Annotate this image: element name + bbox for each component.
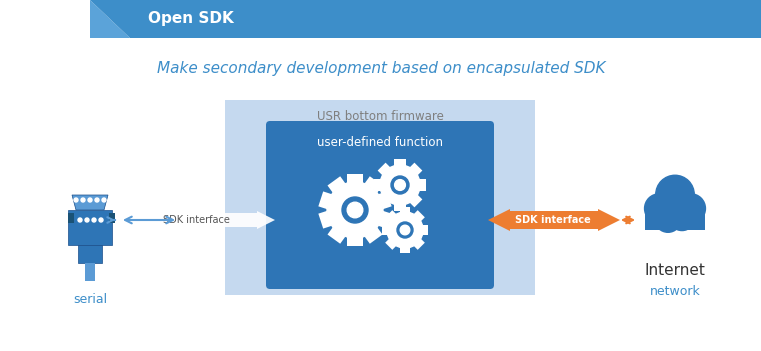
- FancyBboxPatch shape: [266, 121, 494, 289]
- Polygon shape: [378, 211, 392, 229]
- Circle shape: [342, 197, 368, 223]
- Text: user-defined function: user-defined function: [317, 137, 443, 150]
- FancyBboxPatch shape: [225, 100, 535, 295]
- Circle shape: [391, 176, 409, 194]
- Polygon shape: [422, 225, 428, 235]
- FancyArrowPatch shape: [623, 217, 633, 223]
- Circle shape: [74, 198, 78, 202]
- Polygon shape: [347, 174, 363, 183]
- Circle shape: [99, 218, 103, 222]
- Circle shape: [81, 198, 85, 202]
- Polygon shape: [377, 163, 390, 176]
- FancyArrowPatch shape: [107, 217, 115, 223]
- Polygon shape: [327, 227, 345, 244]
- Polygon shape: [90, 0, 761, 38]
- Circle shape: [78, 218, 82, 222]
- Circle shape: [656, 175, 694, 214]
- Circle shape: [395, 180, 406, 190]
- Text: SDK interface: SDK interface: [163, 215, 229, 225]
- Polygon shape: [374, 179, 381, 191]
- Polygon shape: [377, 194, 390, 207]
- Circle shape: [669, 204, 696, 231]
- Polygon shape: [72, 195, 108, 210]
- Polygon shape: [327, 176, 345, 193]
- Text: serial: serial: [73, 293, 107, 306]
- Polygon shape: [378, 191, 392, 209]
- Circle shape: [397, 222, 413, 238]
- Circle shape: [85, 218, 89, 222]
- Text: USR bottom firmware: USR bottom firmware: [317, 110, 444, 122]
- Polygon shape: [382, 225, 388, 235]
- Polygon shape: [365, 176, 383, 193]
- Polygon shape: [488, 209, 620, 231]
- Polygon shape: [347, 237, 363, 246]
- Polygon shape: [385, 210, 396, 221]
- Polygon shape: [394, 159, 406, 166]
- Polygon shape: [419, 179, 426, 191]
- Polygon shape: [413, 210, 425, 221]
- Circle shape: [387, 212, 423, 248]
- Circle shape: [654, 206, 681, 232]
- Polygon shape: [90, 0, 130, 38]
- Polygon shape: [400, 207, 410, 213]
- Circle shape: [95, 198, 99, 202]
- Circle shape: [400, 225, 410, 235]
- Polygon shape: [394, 204, 406, 211]
- Polygon shape: [409, 194, 422, 207]
- Circle shape: [88, 198, 92, 202]
- FancyBboxPatch shape: [68, 210, 112, 245]
- FancyBboxPatch shape: [85, 263, 95, 281]
- Circle shape: [676, 194, 705, 223]
- Polygon shape: [365, 227, 383, 244]
- FancyArrowPatch shape: [125, 217, 173, 223]
- Text: Open SDK: Open SDK: [148, 12, 234, 26]
- Circle shape: [92, 218, 96, 222]
- Polygon shape: [645, 210, 705, 230]
- Circle shape: [347, 202, 363, 218]
- Circle shape: [327, 182, 383, 238]
- Text: Make secondary development based on encapsulated SDK: Make secondary development based on enca…: [157, 60, 605, 75]
- Polygon shape: [118, 211, 275, 229]
- Circle shape: [102, 198, 106, 202]
- Circle shape: [645, 194, 674, 223]
- FancyBboxPatch shape: [78, 245, 102, 263]
- Polygon shape: [400, 247, 410, 253]
- Polygon shape: [409, 163, 422, 176]
- Polygon shape: [318, 191, 332, 209]
- Polygon shape: [413, 238, 425, 250]
- FancyBboxPatch shape: [109, 213, 115, 223]
- Polygon shape: [385, 238, 396, 250]
- Text: SDK interface: SDK interface: [515, 215, 591, 225]
- Text: Internet: Internet: [645, 263, 705, 278]
- FancyBboxPatch shape: [68, 213, 74, 223]
- Text: network: network: [650, 285, 700, 298]
- Circle shape: [380, 165, 420, 205]
- Polygon shape: [318, 211, 332, 229]
